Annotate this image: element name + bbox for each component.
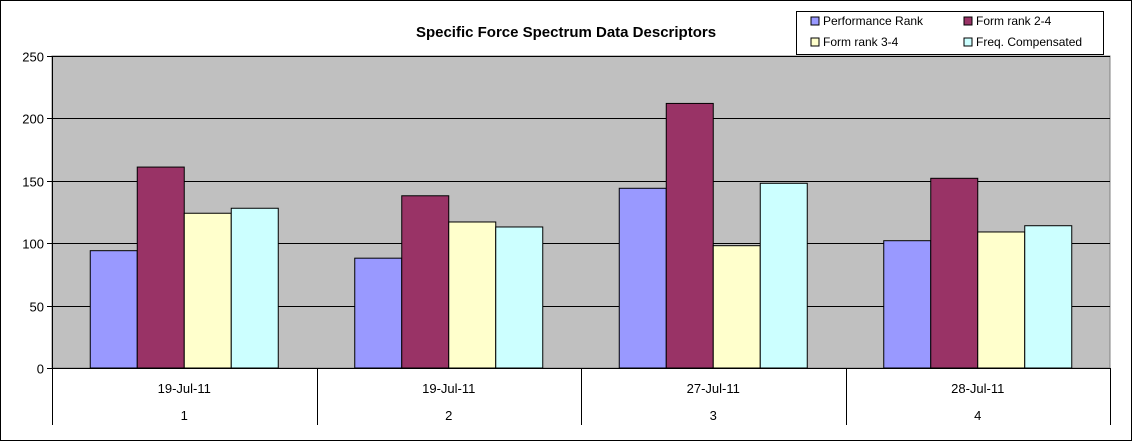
y-tick-label: 0 <box>37 362 44 377</box>
category-date-label: 28-Jul-11 <box>951 381 1004 396</box>
bar-form-rank-3-4-4 <box>977 231 1026 369</box>
bar-form-rank-2-4-2 <box>401 195 450 369</box>
legend: Performance Rank Form rank 2-4 Form rank 3… <box>796 11 1104 55</box>
bar-freq-compensated-4 <box>1024 225 1073 369</box>
category-date-label: 27-Jul-11 <box>687 381 740 396</box>
category-index-label: 4 <box>974 408 981 423</box>
chart-title: Specific Force Spectrum Data Descriptors <box>416 24 716 41</box>
legend-swatch <box>963 16 973 26</box>
y-tick-label: 200 <box>22 112 44 127</box>
legend-swatch <box>810 37 820 47</box>
bar-performance-rank-4 <box>883 240 932 369</box>
y-tick-label: 150 <box>22 175 44 190</box>
bar-form-rank-2-4-1 <box>136 166 185 369</box>
category-index-label: 1 <box>181 408 188 423</box>
legend-label: Form rank 2-4 <box>976 14 1052 28</box>
legend-box <box>796 11 1104 55</box>
legend-label: Form rank 3-4 <box>823 35 899 49</box>
bar-form-rank-2-4-3 <box>665 102 714 369</box>
bar-form-rank-3-4-2 <box>448 221 497 369</box>
category-date-label: 19-Jul-11 <box>158 381 211 396</box>
y-tick-label: 100 <box>22 237 44 252</box>
y-tick-label: 50 <box>30 300 44 315</box>
legend-label: Performance Rank <box>823 14 924 28</box>
legend-swatch <box>810 16 820 26</box>
bar-performance-rank-2 <box>354 257 403 369</box>
bar-form-rank-2-4-4 <box>930 177 979 369</box>
bar-form-rank-3-4-1 <box>183 212 232 369</box>
bar-performance-rank-3 <box>618 187 667 369</box>
category-index-label: 3 <box>710 408 717 423</box>
plot-area: 0 50 100 150 200 250 19-Jul-11 1 19-Jul-11 2 27-Ju… <box>22 50 1111 425</box>
bar-freq-compensated-2 <box>495 226 544 369</box>
bar-form-rank-3-4-3 <box>712 245 761 369</box>
category-index-label: 2 <box>445 408 452 423</box>
bar-freq-compensated-1 <box>230 207 279 369</box>
bar-freq-compensated-3 <box>759 182 808 369</box>
legend-swatch <box>963 37 973 47</box>
bar-performance-rank-1 <box>89 250 138 369</box>
category-date-label: 19-Jul-11 <box>422 381 475 396</box>
legend-label: Freq. Compensated <box>976 35 1082 49</box>
y-tick-label: 250 <box>22 50 44 65</box>
